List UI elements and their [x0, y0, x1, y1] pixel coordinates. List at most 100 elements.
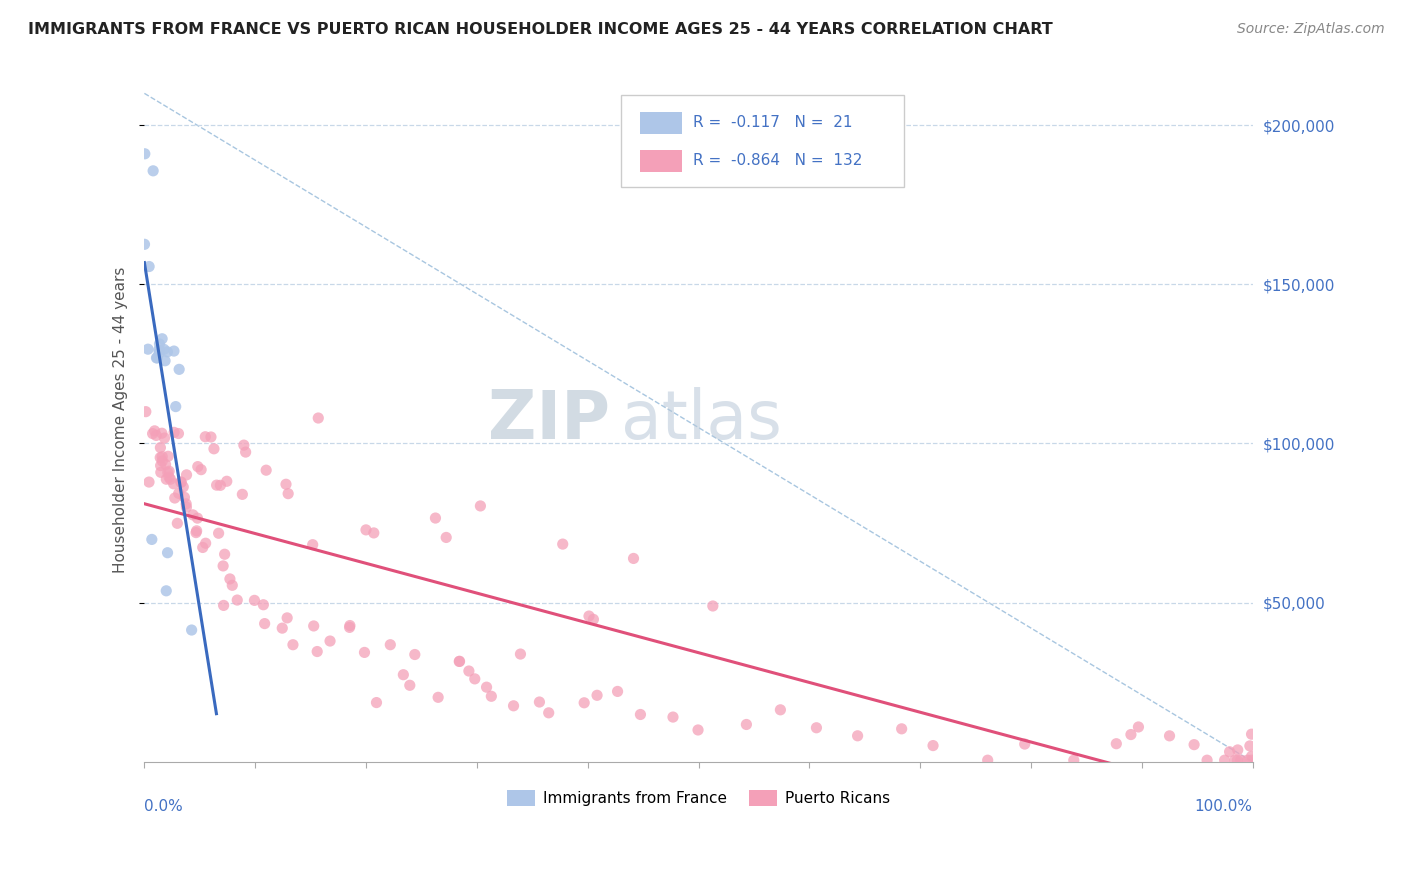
Point — [479, 690, 502, 704]
Point — [1105, 737, 1128, 751]
Point — [148, 337, 170, 351]
Text: 100.0%: 100.0% — [1195, 799, 1253, 814]
Point — [623, 551, 645, 566]
Point — [232, 438, 254, 452]
Point — [301, 538, 323, 552]
Point — [134, 237, 156, 252]
Point — [890, 722, 912, 736]
Point — [1197, 753, 1219, 767]
Point — [922, 739, 945, 753]
Point — [176, 500, 198, 515]
Point — [354, 523, 377, 537]
Point — [1223, 753, 1246, 767]
Point — [170, 475, 193, 489]
Point — [142, 426, 165, 441]
Point — [662, 710, 685, 724]
Point — [134, 146, 156, 161]
Point — [425, 511, 447, 525]
Point — [163, 425, 186, 440]
Point — [307, 644, 329, 658]
Point — [226, 593, 249, 607]
Point — [174, 497, 197, 511]
Text: atlas: atlas — [621, 386, 782, 452]
Point — [190, 463, 212, 477]
Point — [254, 463, 277, 477]
Point — [586, 688, 609, 702]
Point — [366, 696, 388, 710]
Point — [149, 458, 172, 473]
Point — [186, 511, 208, 525]
Point — [180, 623, 202, 637]
Point — [509, 647, 531, 661]
Point — [186, 524, 208, 538]
Point — [1239, 739, 1261, 753]
Point — [434, 531, 457, 545]
Point — [181, 508, 204, 522]
Point — [302, 619, 325, 633]
Point — [221, 578, 243, 592]
Point — [1240, 753, 1263, 767]
Point — [200, 430, 222, 444]
Point — [976, 753, 998, 767]
Point — [143, 424, 166, 438]
Point — [153, 353, 176, 368]
Point — [1119, 727, 1142, 741]
Point — [1226, 753, 1249, 767]
Point — [194, 536, 217, 550]
Point — [157, 470, 180, 484]
Point — [155, 472, 177, 486]
Point — [806, 721, 828, 735]
Point — [214, 547, 236, 561]
Point — [145, 428, 167, 442]
Point — [166, 516, 188, 531]
Point — [142, 164, 165, 178]
Point — [141, 533, 163, 547]
Point — [686, 723, 709, 737]
Point — [156, 344, 179, 359]
Point — [502, 698, 524, 713]
Y-axis label: Householder Income Ages 25 - 44 years: Householder Income Ages 25 - 44 years — [114, 267, 128, 573]
Point — [155, 583, 177, 598]
Point — [1128, 720, 1150, 734]
Point — [163, 344, 186, 359]
Point — [537, 706, 560, 720]
Point — [155, 458, 177, 472]
Point — [271, 621, 294, 635]
Point — [157, 450, 180, 464]
Point — [145, 351, 167, 365]
Point — [319, 634, 342, 648]
Point — [449, 654, 471, 668]
Bar — [640, 112, 682, 134]
Point — [159, 472, 181, 486]
Point — [630, 707, 652, 722]
Point — [380, 638, 402, 652]
Point — [153, 343, 176, 357]
Point — [457, 664, 479, 678]
Point — [243, 593, 266, 607]
Point — [156, 466, 179, 480]
Point — [253, 616, 276, 631]
Point — [207, 526, 229, 541]
Point — [167, 362, 190, 376]
Point — [735, 717, 758, 731]
Point — [572, 696, 595, 710]
Point — [1240, 749, 1263, 764]
Point — [529, 695, 551, 709]
Point — [149, 441, 172, 455]
Point — [209, 478, 232, 492]
Point — [170, 475, 193, 490]
Point — [464, 672, 486, 686]
Point — [582, 612, 605, 626]
Point — [173, 491, 195, 505]
Point — [135, 404, 157, 418]
Point — [449, 655, 471, 669]
Point — [205, 478, 228, 492]
Point — [363, 525, 385, 540]
Point — [149, 450, 172, 465]
Point — [1226, 743, 1249, 757]
Point — [153, 431, 176, 445]
Point — [846, 729, 869, 743]
Text: 0.0%: 0.0% — [145, 799, 183, 814]
Point — [281, 638, 304, 652]
Point — [163, 491, 186, 505]
